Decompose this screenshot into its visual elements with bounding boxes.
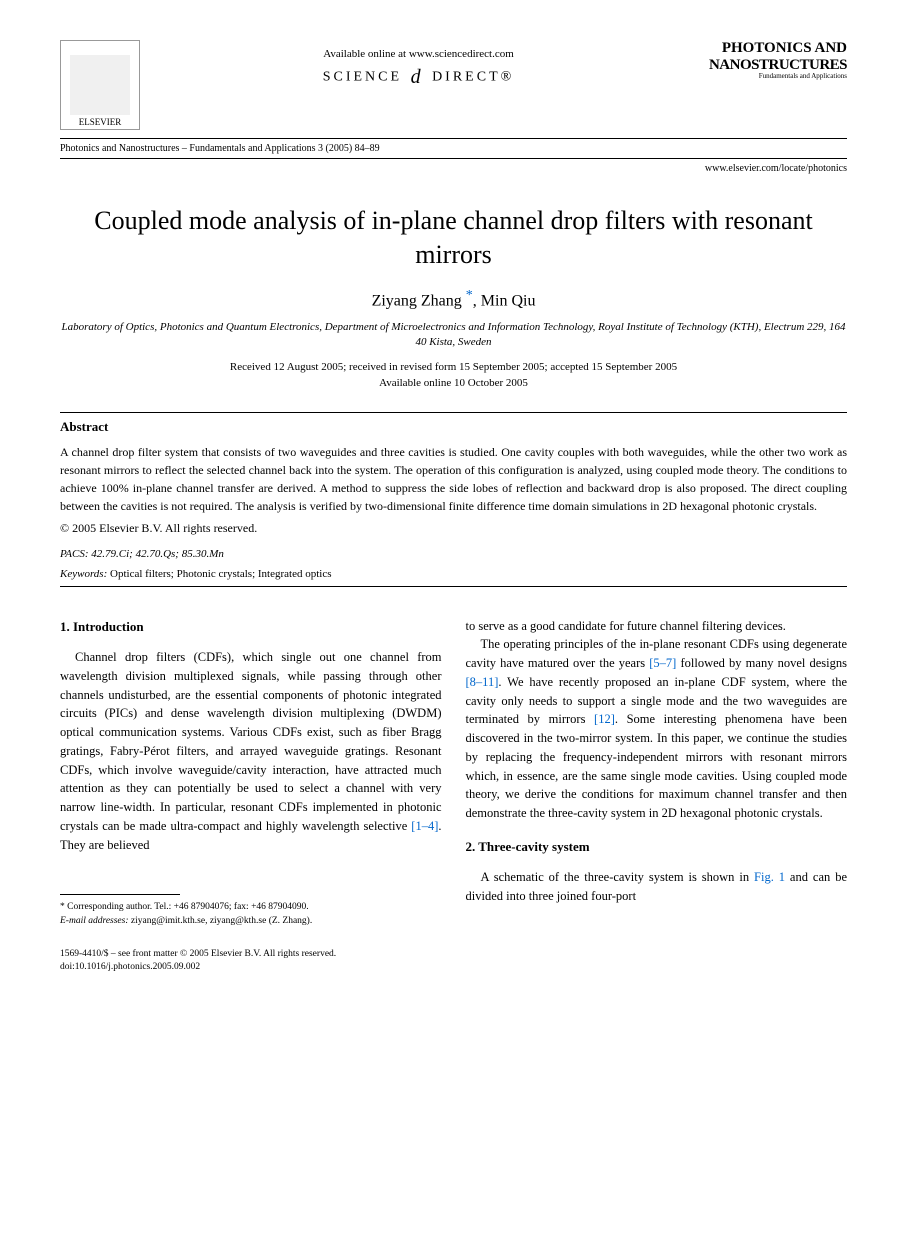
keywords-label: Keywords:	[60, 568, 107, 580]
body-columns: 1. Introduction Channel drop filters (CD…	[60, 617, 847, 928]
available-online-text: Available online at www.sciencedirect.co…	[140, 48, 697, 60]
footnote-corr-text: Corresponding author. Tel.: +46 87904076…	[67, 902, 309, 912]
right-column: to serve as a good candidate for future …	[466, 617, 848, 928]
keywords-line: Keywords: Optical filters; Photonic crys…	[60, 568, 847, 580]
section-1-heading: 1. Introduction	[60, 617, 442, 637]
intro-paragraph-2: to serve as a good candidate for future …	[466, 617, 848, 636]
intro-paragraph-1: Channel drop filters (CDFs), which singl…	[60, 648, 442, 854]
header-row: ELSEVIER Available online at www.science…	[60, 40, 847, 130]
ref-link-12[interactable]: [12]	[594, 712, 615, 726]
sec2-paragraph-1: A schematic of the three-cavity system i…	[466, 868, 848, 906]
footer-issn: 1569-4410/$ – see front matter © 2005 El…	[60, 948, 847, 961]
elsevier-tree-icon	[70, 55, 130, 115]
divider-top	[60, 412, 847, 413]
pacs-values: 42.79.Ci; 42.70.Qs; 85.30.Mn	[91, 548, 224, 560]
author-1: Ziyang Zhang	[372, 292, 462, 309]
ref-link-1-4[interactable]: [1–4]	[411, 819, 438, 833]
journal-logo-line2: NANOSTRUCTURES	[697, 57, 847, 74]
ref-link-8-11[interactable]: [8–11]	[466, 675, 499, 689]
left-column: 1. Introduction Channel drop filters (CD…	[60, 617, 442, 928]
page-footer: 1569-4410/$ – see front matter © 2005 El…	[60, 948, 847, 975]
intro-p1-text-a: Channel drop filters (CDFs), which singl…	[60, 650, 442, 833]
footnote-email-label: E-mail addresses:	[60, 916, 129, 926]
corresponding-mark-icon: *	[466, 288, 473, 303]
science-text: SCIENCE	[323, 70, 402, 85]
footer-doi: doi:10.1016/j.photonics.2005.09.002	[60, 961, 847, 974]
elsevier-logo: ELSEVIER	[60, 40, 140, 130]
journal-reference: Photonics and Nanostructures – Fundament…	[60, 143, 380, 154]
author-2: Min Qiu	[481, 292, 536, 309]
paper-title: Coupled mode analysis of in-plane channe…	[60, 204, 847, 272]
center-header: Available online at www.sciencedirect.co…	[140, 40, 697, 89]
abstract-text: A channel drop filter system that consis…	[60, 443, 847, 515]
intro-p3-text-b: followed by many novel designs	[676, 656, 847, 670]
journal-logo-line3: Fundamentals and Applications	[697, 73, 847, 81]
sciencedirect-d-icon: d	[411, 66, 424, 89]
direct-text: DIRECT®	[432, 70, 514, 85]
intro-p3-text-d: . Some interesting phenomena have been d…	[466, 712, 848, 820]
keywords-values: Optical filters; Photonic crystals; Inte…	[110, 568, 331, 580]
abstract-heading: Abstract	[60, 419, 847, 435]
sec2-p1-text-a: A schematic of the three-cavity system i…	[481, 870, 755, 884]
footnote-email-text: ziyang@imit.kth.se, ziyang@kth.se (Z. Zh…	[131, 916, 312, 926]
footnote-mark: *	[60, 902, 65, 912]
intro-paragraph-3: The operating principles of the in-plane…	[466, 635, 848, 823]
dates-line1: Received 12 August 2005; received in rev…	[60, 359, 847, 376]
journal-logo-line1: PHOTONICS AND	[697, 40, 847, 57]
fig-1-link[interactable]: Fig. 1	[754, 870, 785, 884]
affiliation: Laboratory of Optics, Photonics and Quan…	[60, 320, 847, 351]
ref-link-5-7[interactable]: [5–7]	[649, 656, 676, 670]
article-dates: Received 12 August 2005; received in rev…	[60, 359, 847, 392]
abstract-copyright: © 2005 Elsevier B.V. All rights reserved…	[60, 521, 847, 536]
journal-logo: PHOTONICS AND NANOSTRUCTURES Fundamental…	[697, 40, 847, 81]
pacs-label: PACS:	[60, 548, 89, 560]
divider-bottom	[60, 586, 847, 587]
pacs-line: PACS: 42.79.Ci; 42.70.Qs; 85.30.Mn	[60, 548, 847, 560]
footnote-separator	[60, 894, 180, 895]
science-direct-logo: SCIENCE d DIRECT®	[140, 66, 697, 89]
dates-line2: Available online 10 October 2005	[60, 375, 847, 392]
journal-url: www.elsevier.com/locate/photonics	[60, 163, 847, 174]
journal-ref-row: Photonics and Nanostructures – Fundament…	[60, 138, 847, 159]
corresponding-footnote: * Corresponding author. Tel.: +46 879040…	[60, 901, 442, 928]
publisher-name: ELSEVIER	[79, 117, 122, 127]
authors: Ziyang Zhang *, Min Qiu	[60, 288, 847, 310]
section-2-heading: 2. Three-cavity system	[466, 837, 848, 857]
